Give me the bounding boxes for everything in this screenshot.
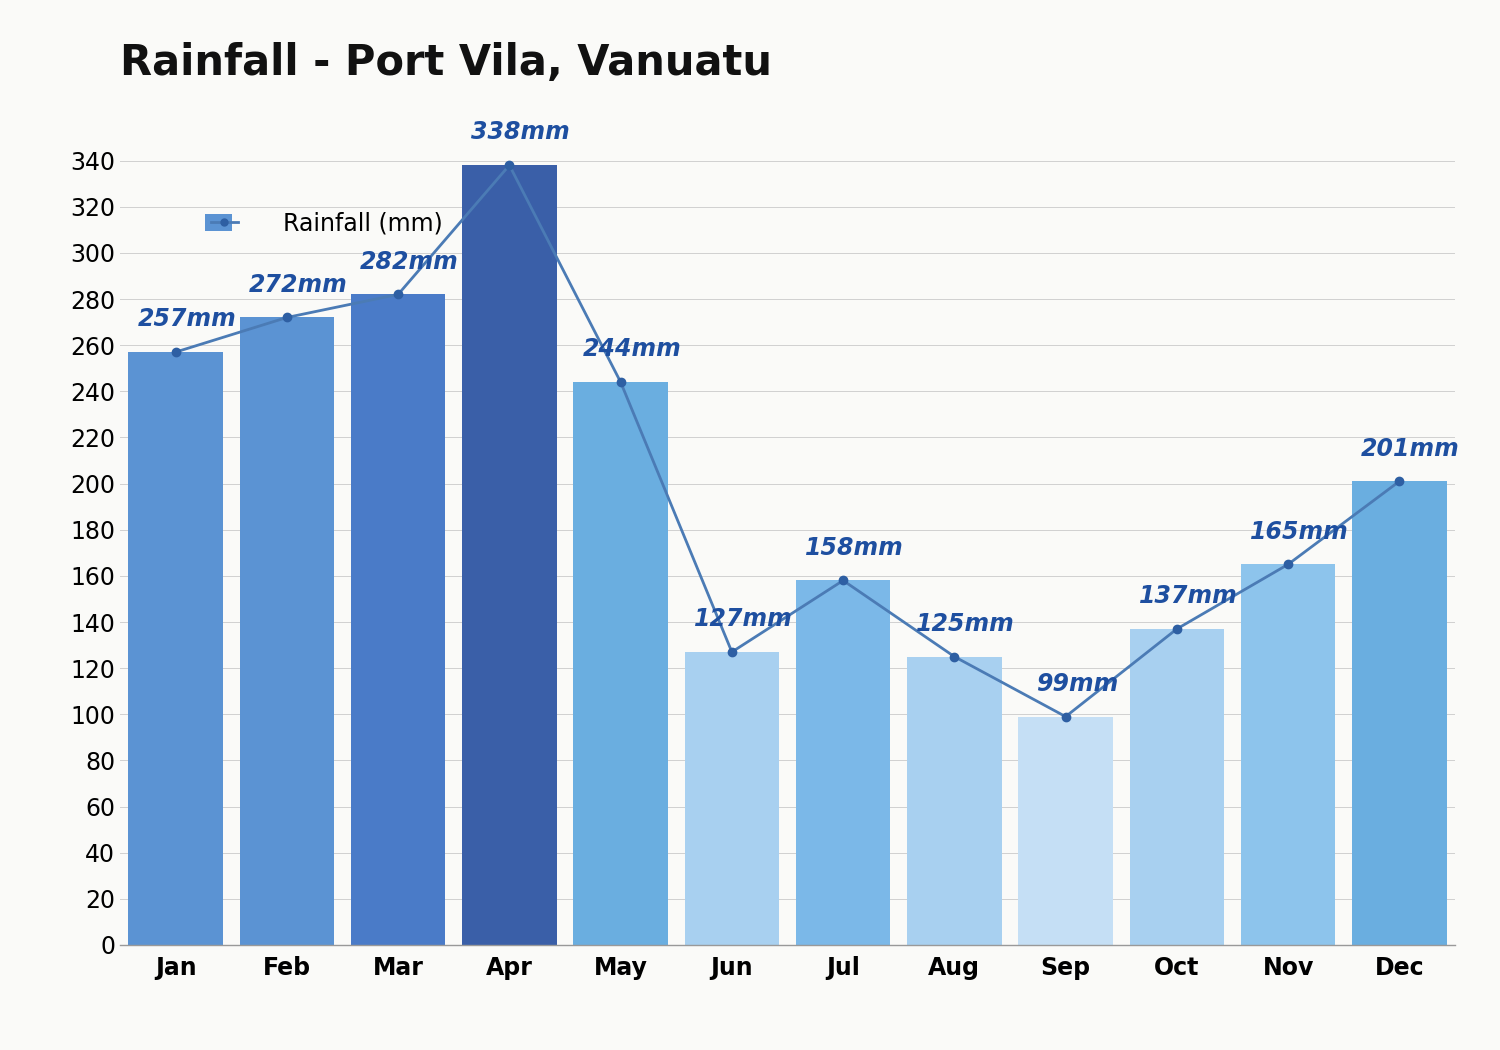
Text: 201mm: 201mm	[1360, 437, 1460, 461]
Text: 282mm: 282mm	[360, 250, 459, 274]
Bar	[1240, 564, 1335, 945]
Bar	[796, 581, 891, 945]
Text: 137mm: 137mm	[1138, 584, 1238, 608]
Bar	[1352, 481, 1446, 945]
Text: 125mm: 125mm	[916, 612, 1016, 636]
Text: 257mm: 257mm	[138, 308, 236, 332]
Bar	[908, 656, 1002, 945]
Bar	[129, 352, 224, 945]
Bar	[351, 294, 445, 945]
Text: 165mm: 165mm	[1250, 520, 1348, 544]
Bar	[462, 165, 556, 945]
Bar	[684, 652, 778, 945]
Text: 244mm: 244mm	[582, 337, 681, 361]
Text: 99mm: 99mm	[1035, 672, 1118, 696]
Bar	[573, 382, 668, 945]
Text: 272mm: 272mm	[249, 273, 348, 297]
Text: 127mm: 127mm	[693, 607, 792, 631]
Text: 338mm: 338mm	[471, 121, 570, 145]
Text: 158mm: 158mm	[806, 536, 903, 560]
Bar	[1019, 716, 1113, 945]
Bar	[240, 317, 334, 945]
Text: Rainfall - Port Vila, Vanuatu: Rainfall - Port Vila, Vanuatu	[120, 42, 772, 84]
Legend: Rainfall (mm): Rainfall (mm)	[206, 211, 442, 235]
Bar	[1130, 629, 1224, 945]
